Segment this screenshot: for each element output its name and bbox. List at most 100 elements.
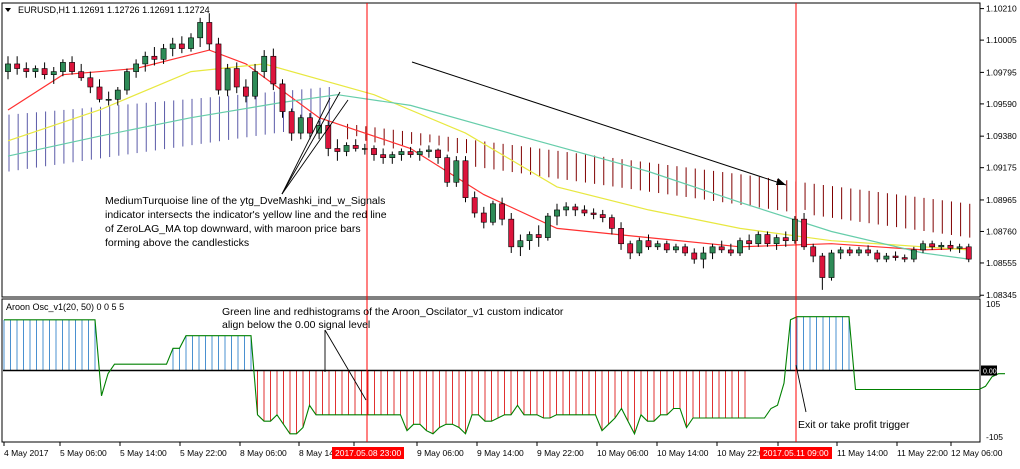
bull-candle [398, 151, 405, 155]
bull-candle [773, 237, 780, 245]
time-tick-label: 4 May 2017 [4, 448, 49, 458]
time-tick-label: 8 May 06:00 [240, 448, 287, 458]
bull-candle [938, 244, 945, 248]
bull-candle [563, 206, 570, 211]
bear-candle [279, 83, 286, 112]
time-tick-label: 5 May 22:00 [180, 448, 227, 458]
osc-tick-label-top: 105 [986, 299, 1000, 309]
bull-candle [5, 63, 11, 72]
bull-candle [673, 246, 679, 251]
bear-candle [645, 240, 652, 248]
bear-candle [215, 43, 222, 91]
bear-candle [892, 255, 899, 258]
bull-candle [910, 249, 917, 260]
main-annotation-line: of ZeroLAG_MA top downward, with maroon … [105, 223, 361, 235]
bear-candle [746, 240, 753, 245]
time-tick-label: 8 May 14:00 [299, 448, 346, 458]
bear-candle [78, 71, 85, 79]
time-marker-badge [760, 447, 832, 459]
bull-candle [124, 71, 130, 91]
bear-candle [288, 111, 295, 134]
bull-candle [791, 218, 798, 241]
bear-candle [14, 63, 21, 69]
bear-candle [178, 43, 185, 49]
bear-candle [874, 252, 881, 260]
bear-candle [691, 252, 698, 260]
price-tick-label: 1.08555 [986, 258, 1017, 268]
bear-candle [444, 157, 451, 183]
trend-arrow-head [776, 178, 786, 185]
aroon-osc-line [4, 316, 1005, 436]
bull-candle [856, 249, 862, 254]
bull-candle [197, 22, 204, 39]
time-tick-label: 11 May 22:00 [897, 448, 948, 458]
collapse-triangle-icon[interactable] [5, 8, 11, 12]
bear-candle [618, 228, 624, 245]
time-tick-label: 5 May 06:00 [60, 448, 107, 458]
annotation-arrow [281, 91, 341, 195]
bear-candle [151, 55, 158, 60]
bull-candle [160, 48, 167, 60]
time-tick-label: 5 May 14:00 [120, 448, 167, 458]
time-tick-label: 10 May 22:00 [717, 448, 769, 458]
bull-candle [517, 240, 524, 248]
bull-candle [709, 246, 716, 254]
time-tick-label: 12 May 06:00 [951, 448, 1003, 458]
bear-candle [682, 246, 688, 254]
bear-candle [865, 249, 871, 254]
ohlc-label: 1.12691 1.12726 1.12691 1.12724 [72, 5, 210, 15]
bear-candle [334, 148, 341, 152]
bull-candle [654, 243, 661, 248]
bear-candle [782, 237, 789, 241]
bear-candle [69, 62, 75, 72]
bear-candle [929, 243, 936, 248]
bear-candle [87, 77, 94, 88]
bear-candle [663, 243, 670, 251]
bear-candle [96, 86, 103, 100]
bear-candle [810, 246, 817, 257]
bull-candle [252, 71, 258, 97]
bear-candle [352, 145, 359, 149]
price-tick-label: 1.09380 [986, 131, 1017, 141]
time-tick-label: 10 May 06:00 [597, 448, 649, 458]
bear-candle [462, 160, 469, 198]
bull-candle [188, 37, 194, 49]
bull-candle [224, 68, 231, 91]
bull-candle [261, 55, 268, 72]
bull-candle [297, 117, 304, 134]
bull-candle [544, 215, 551, 238]
annotation-arrow [281, 99, 349, 195]
bull-candle [920, 243, 926, 251]
bull-candle [343, 145, 350, 152]
bear-candle [371, 148, 377, 155]
bull-candle [636, 240, 643, 254]
price-tick-label: 1.10210 [986, 4, 1017, 14]
bull-candle [956, 246, 963, 249]
bear-candle [23, 68, 30, 72]
bull-candle [416, 151, 423, 155]
price-tick-label: 1.09590 [986, 99, 1017, 109]
price-tick-label: 1.08345 [986, 290, 1017, 300]
exit-arrow [795, 364, 807, 413]
symbol-label: EURUSD,H1 [18, 5, 70, 15]
bull-candle [837, 249, 844, 254]
bear-candle [947, 244, 954, 249]
bull-candle [133, 63, 139, 72]
bear-candle [727, 249, 734, 254]
bear-candle [471, 197, 478, 214]
bear-candle [407, 151, 414, 155]
time-marker-text: 2017.05.11 09:00 [763, 448, 829, 458]
bear-candle [965, 246, 972, 260]
bull-candle [142, 55, 149, 65]
bear-candle [380, 154, 387, 158]
osc-annotation-line: Green line and redhistograms of the Aroo… [222, 306, 564, 318]
bull-candle [526, 234, 533, 241]
price-tick-label: 1.09795 [986, 67, 1017, 77]
trend-arrow [411, 61, 787, 186]
bull-candle [169, 43, 176, 49]
bear-candle [846, 249, 853, 254]
bear-candle [307, 117, 313, 134]
bull-candle [32, 68, 39, 72]
